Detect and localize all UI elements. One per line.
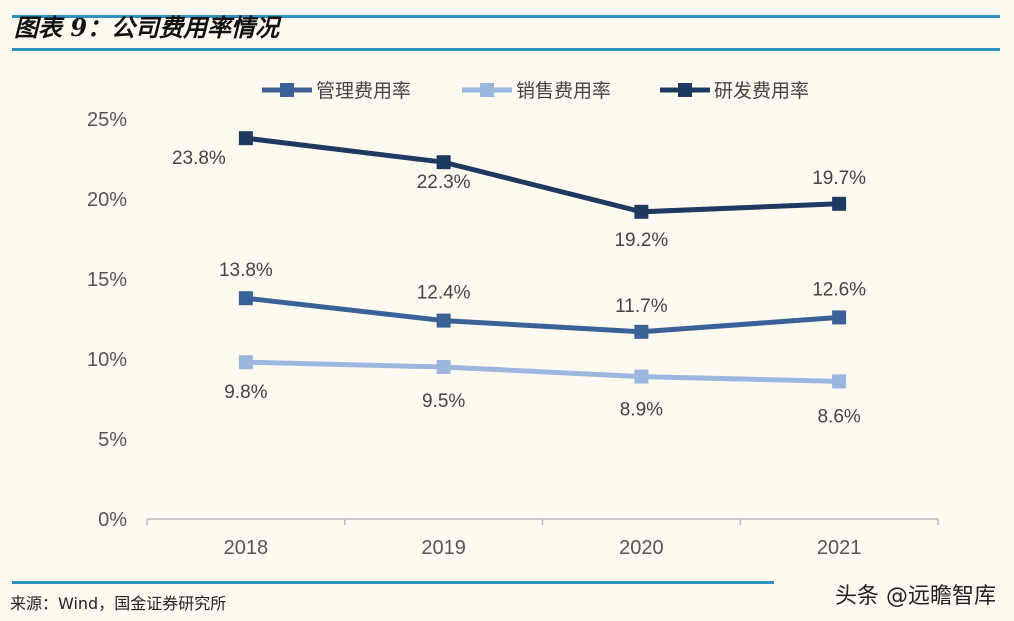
top-rule <box>12 15 1000 18</box>
data-point-marker <box>634 204 649 219</box>
legend-marker-swatch <box>280 83 294 97</box>
data-point-marker <box>238 355 253 370</box>
data-label: 12.4% <box>417 283 471 304</box>
data-point-marker <box>634 369 649 384</box>
legend-label: 研发费用率 <box>714 80 809 102</box>
legend-marker-swatch <box>678 83 692 97</box>
data-label: 19.7% <box>812 168 866 189</box>
data-label: 22.3% <box>417 172 471 193</box>
data-label: 8.6% <box>817 406 860 427</box>
data-label: 9.8% <box>224 382 267 403</box>
watermark: 头条 @远瞻智库 <box>835 584 996 609</box>
data-point-marker <box>436 360 451 374</box>
series-line-3 <box>245 135 840 215</box>
y-tick-label: 15% <box>87 269 127 291</box>
x-tick-label: 2019 <box>421 537 466 559</box>
data-point-marker <box>832 310 847 325</box>
source-note: 来源：Wind，国金证券研究所 <box>10 594 227 613</box>
series-line-1 <box>245 295 840 335</box>
y-tick-label: 25% <box>87 109 127 131</box>
bottom-rule <box>12 581 774 584</box>
legend-label: 销售费用率 <box>516 80 611 102</box>
legend-label: 管理费用率 <box>316 80 411 102</box>
data-label: 19.2% <box>614 230 668 251</box>
x-tick-label: 2018 <box>224 537 269 559</box>
figure-title: 图表 9：公司费用率情况 <box>14 13 280 42</box>
y-tick-label: 20% <box>87 189 127 211</box>
data-label: 11.7% <box>615 296 668 317</box>
title-rule <box>12 48 1000 51</box>
data-point-marker <box>832 374 847 389</box>
data-label: 23.8% <box>172 148 226 169</box>
x-tick-label: 2021 <box>817 537 862 559</box>
x-tick-label: 2020 <box>619 537 664 559</box>
data-point-marker <box>436 313 451 328</box>
data-label: 13.8% <box>219 260 273 281</box>
data-point-marker <box>832 196 847 211</box>
y-tick-label: 0% <box>98 509 127 531</box>
series-line-2 <box>245 359 840 384</box>
data-point-marker <box>436 155 451 170</box>
data-point-marker <box>634 324 649 339</box>
data-label: 12.6% <box>812 279 866 300</box>
y-tick-label: 5% <box>98 429 127 451</box>
data-point-marker <box>238 131 253 146</box>
data-point-marker <box>238 291 253 306</box>
legend-marker-swatch <box>480 83 494 97</box>
y-tick-label: 10% <box>87 349 127 371</box>
data-label: 8.9% <box>620 400 663 421</box>
data-label: 9.5% <box>422 391 465 412</box>
